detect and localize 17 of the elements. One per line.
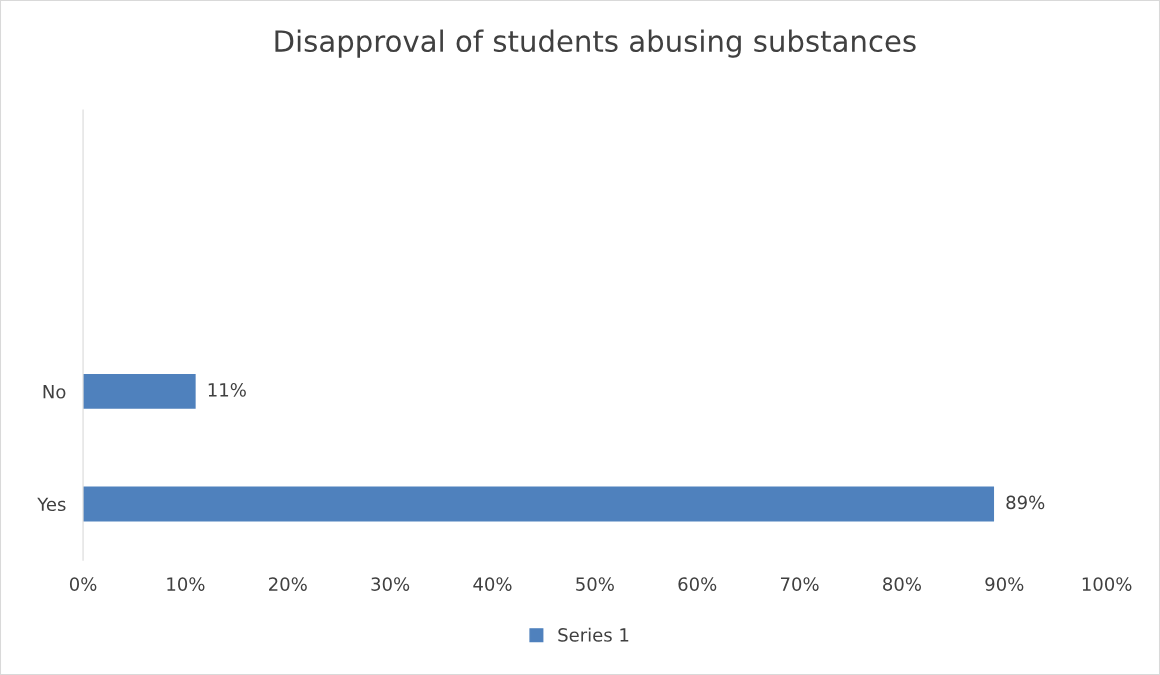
x-tick-label: 20% [269, 577, 307, 591]
x-tick-label: 80% [883, 577, 921, 591]
x-tick-label: 60% [678, 577, 717, 591]
chart-title: Disapproval of students abusing substances [275, 29, 916, 58]
x-tick-label: 50% [576, 577, 614, 591]
x-tick-label: 70% [780, 577, 819, 591]
x-tick-label: 40% [473, 577, 512, 591]
x-tick-label: 10% [167, 577, 205, 591]
x-tick-label: 30% [371, 577, 410, 591]
x-tick-label: 0% [69, 577, 97, 591]
text: 11% [208, 383, 246, 397]
x-tick-label: 90% [985, 577, 1024, 591]
y-tick-label: No [43, 385, 66, 399]
x-tick-label: 100% [1082, 577, 1132, 591]
y-tick-label: Yes [37, 497, 66, 512]
legend-label: Series 1 [558, 627, 629, 642]
text: 89% [1006, 495, 1045, 510]
